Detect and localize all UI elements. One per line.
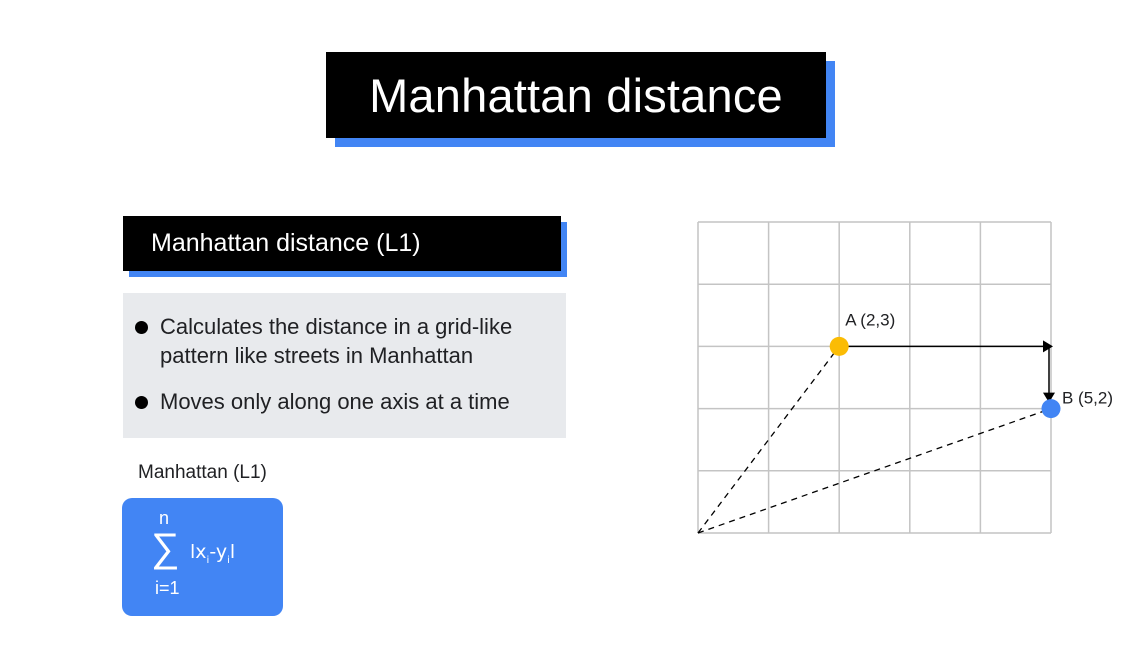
point-a-label: A (2,3) xyxy=(845,310,895,329)
arrow-right-icon xyxy=(1043,340,1053,353)
formula-expr-sub-x: i xyxy=(206,554,210,566)
formula-upper-limit: n xyxy=(159,508,170,528)
distance-paths xyxy=(697,340,1055,534)
point-labels: A (2,3) B (5,2) xyxy=(845,310,1113,407)
page-title: Manhattan distance xyxy=(369,68,783,122)
bullet-item: Calculates the distance in a grid-like p… xyxy=(135,312,570,370)
grid xyxy=(697,221,1052,534)
point-b xyxy=(1041,399,1061,419)
bullet-text: Moves only along one axis at a time xyxy=(160,389,510,414)
formula-label: Manhattan (L1) xyxy=(138,462,267,483)
formula-expr-open: lx xyxy=(190,541,207,563)
formula-lower-limit: i=1 xyxy=(155,578,180,598)
bullet-text: Calculates the distance in a grid-like p… xyxy=(160,314,513,368)
formula-expr-sub-y: i xyxy=(227,554,230,566)
formula-expr-close: l xyxy=(229,541,236,563)
formula-expr-mid: -y xyxy=(209,541,228,563)
sigma-symbol: ∑ xyxy=(151,526,180,570)
bullet-dot-icon xyxy=(135,396,148,409)
title-box: Manhattan distance xyxy=(326,52,826,138)
arrow-down-icon xyxy=(1043,392,1055,403)
bullet-dot-icon xyxy=(135,321,148,334)
bullet-item: Moves only along one axis at a time xyxy=(135,387,570,416)
formula-expression: lxi-yil xyxy=(190,541,235,566)
point-a xyxy=(829,336,849,356)
section-header: Manhattan distance (L1) xyxy=(123,216,561,271)
section-header-text: Manhattan distance (L1) xyxy=(151,229,421,257)
grid-points xyxy=(829,336,1061,419)
dashed-line-origin-to-b xyxy=(697,407,1052,534)
bullet-panel: Calculates the distance in a grid-like p… xyxy=(123,293,566,438)
formula-card: n ∑ lxi-yil i=1 xyxy=(122,498,283,616)
point-b-label: B (5,2) xyxy=(1062,389,1113,408)
